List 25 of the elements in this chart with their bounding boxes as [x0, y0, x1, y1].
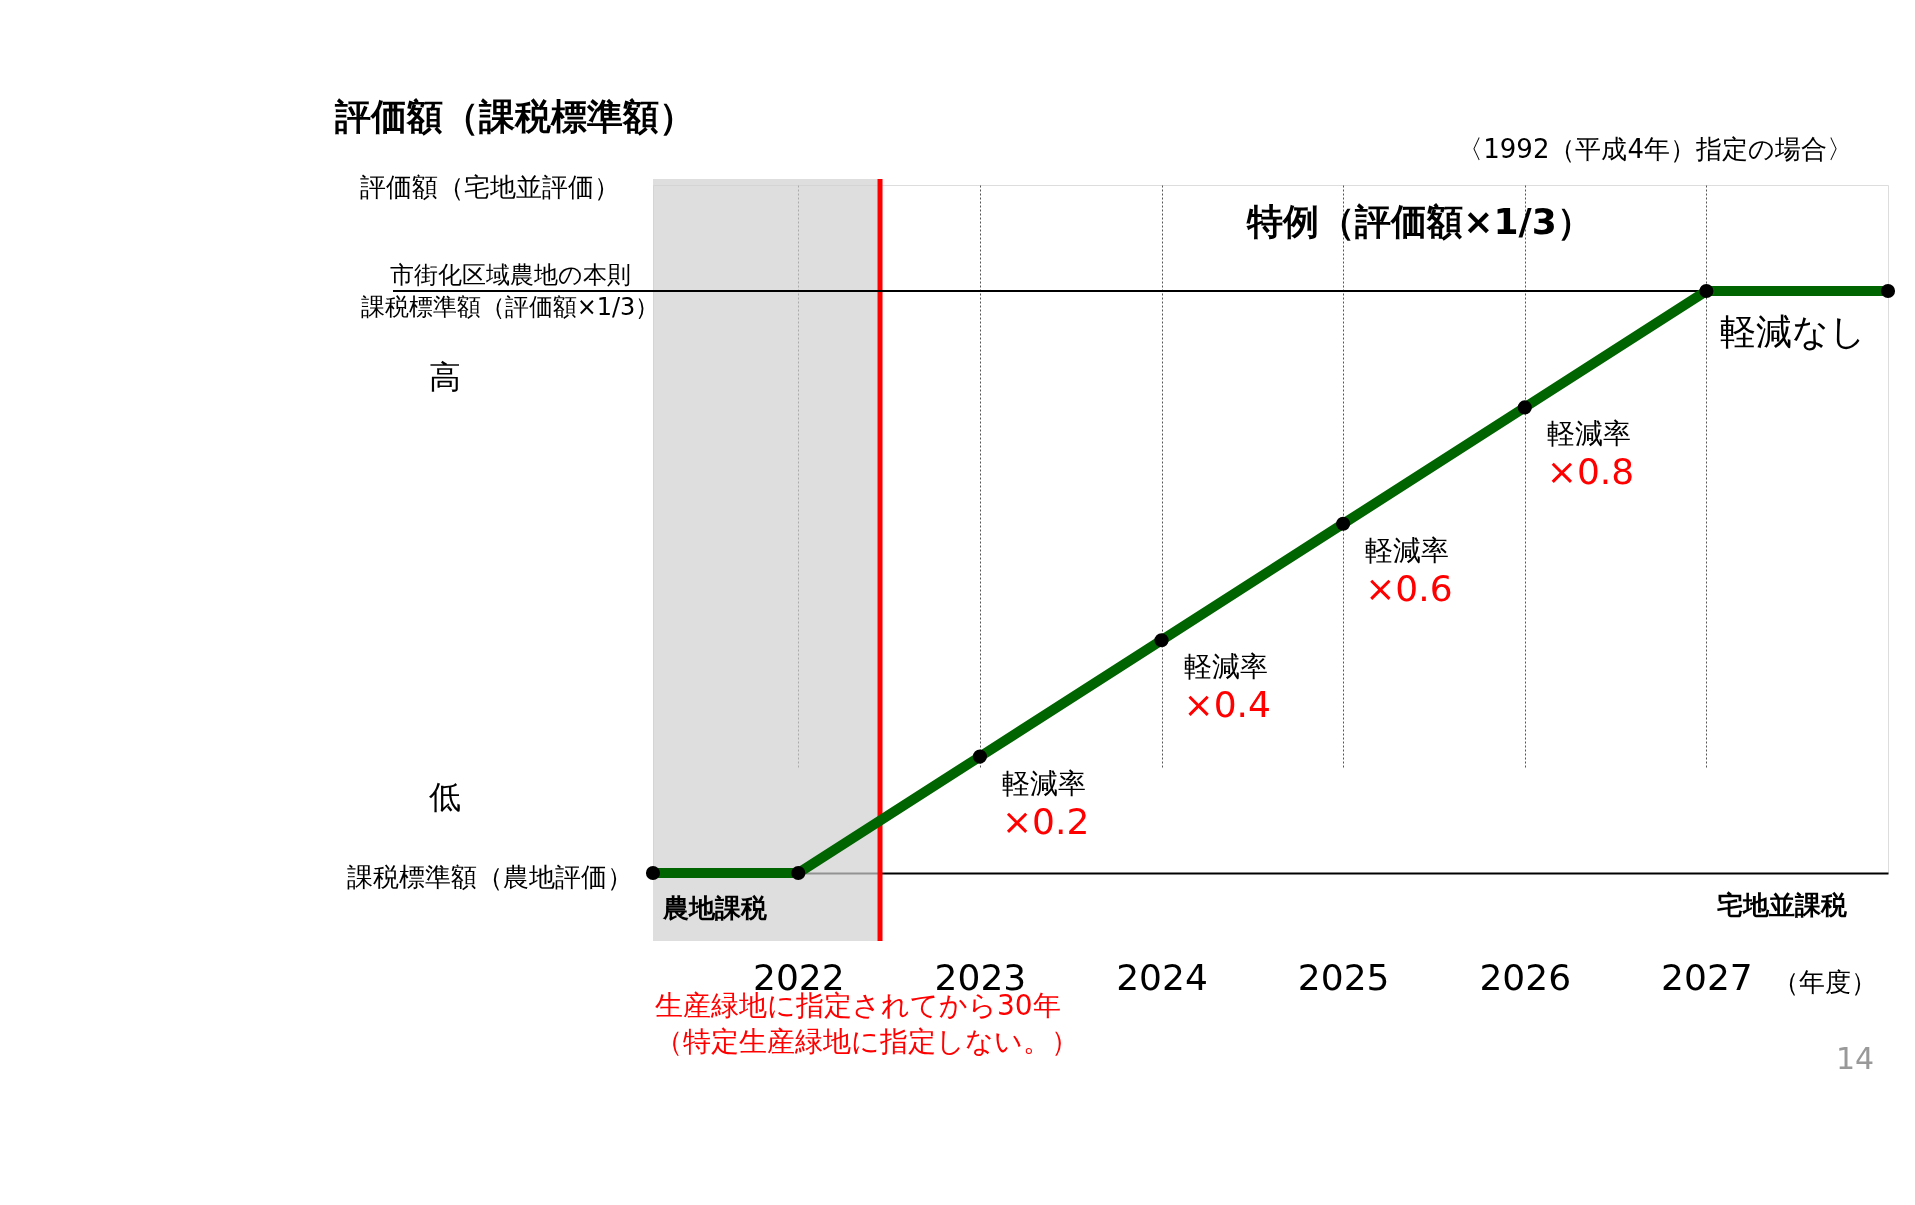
x-tick-label: 2024 [1116, 956, 1208, 998]
text: 特例（評価額×1/3） [1246, 201, 1593, 242]
annotation: ×0.8 [1546, 451, 1635, 493]
text: 14 [1835, 1041, 1875, 1076]
annotation: 軽減率 [1546, 417, 1631, 451]
text: 評価額（宅地並評価） [360, 172, 620, 202]
text: 宅地並課税 [1717, 890, 1848, 920]
annotation: ×0.6 [1365, 567, 1453, 609]
annotation: 軽減率 [1001, 766, 1086, 800]
text: 高 [429, 358, 461, 396]
annotation: 軽減率 [1183, 650, 1268, 684]
chart-title: 評価額（課税標準額） [334, 96, 695, 137]
annotation: ×0.4 [1183, 684, 1271, 726]
x-tick-label: 2025 [1297, 956, 1390, 998]
text: 低 [429, 778, 461, 816]
x-axis-title: （年度） [1773, 967, 1877, 997]
x-tick-label: 2027 [1661, 956, 1753, 998]
chart-subtitle: 〈1992（平成4年）指定の場合〉 [1457, 134, 1853, 164]
annotation: ×0.2 [1001, 800, 1090, 842]
x-tick-label: 2026 [1479, 956, 1572, 998]
annotation: 軽減率 [1365, 533, 1450, 567]
band-label: 農地課税 [662, 893, 768, 923]
ref-line-label: 市街化区域農地の本則課税標準額（評価額×1/3） [360, 261, 660, 321]
text: 課税標準額（農地評価） [347, 862, 633, 892]
annotation: 軽減なし [1720, 311, 1866, 352]
